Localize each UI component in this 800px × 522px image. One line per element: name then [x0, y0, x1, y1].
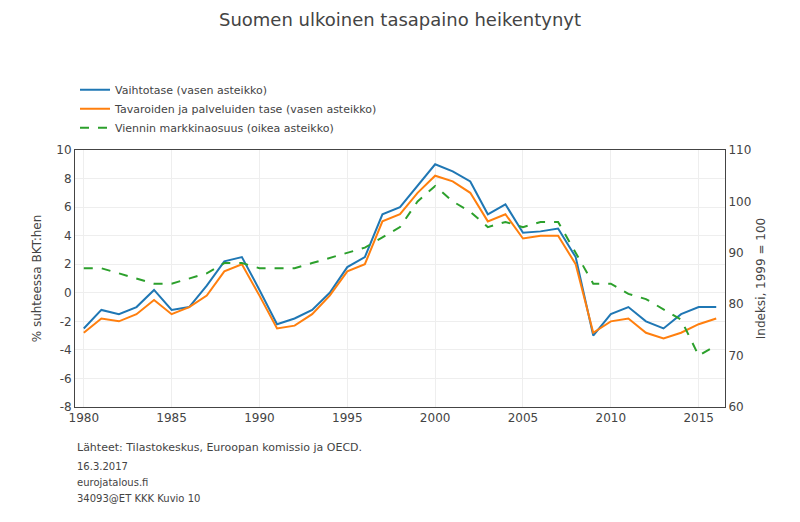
svg-text:-4: -4: [60, 343, 72, 357]
svg-text:34093@ET KKK Kuvio 10: 34093@ET KKK Kuvio 10: [77, 493, 200, 504]
svg-text:2010: 2010: [596, 411, 627, 425]
svg-text:2: 2: [64, 257, 72, 271]
svg-text:90: 90: [728, 246, 743, 260]
svg-text:Vaihtotase (vasen asteikko): Vaihtotase (vasen asteikko): [115, 84, 267, 97]
svg-text:110: 110: [728, 143, 751, 157]
svg-text:1995: 1995: [332, 411, 363, 425]
svg-text:2015: 2015: [683, 411, 714, 425]
svg-text:4: 4: [64, 229, 72, 243]
svg-text:0: 0: [64, 286, 72, 300]
svg-text:60: 60: [728, 400, 743, 414]
svg-text:Viennin markkinaosuus (oikea a: Viennin markkinaosuus (oikea asteikko): [115, 122, 334, 135]
svg-text:16.3.2017: 16.3.2017: [77, 461, 128, 472]
svg-text:1985: 1985: [156, 411, 187, 425]
svg-text:-8: -8: [60, 400, 72, 414]
svg-text:10: 10: [56, 143, 71, 157]
svg-text:Lähteet: Tilastokeskus, Euroop: Lähteet: Tilastokeskus, Euroopan komissi…: [77, 441, 362, 454]
svg-text:1990: 1990: [244, 411, 275, 425]
svg-text:6: 6: [64, 200, 72, 214]
svg-text:1980: 1980: [69, 411, 100, 425]
svg-text:Suomen ulkoinen tasapaino heik: Suomen ulkoinen tasapaino heikentynyt: [219, 9, 581, 30]
svg-text:80: 80: [728, 297, 743, 311]
svg-text:eurojatalous.fi: eurojatalous.fi: [77, 477, 148, 488]
svg-text:Tavaroiden ja palveluiden tase: Tavaroiden ja palveluiden tase (vasen as…: [114, 103, 376, 116]
svg-text:-2: -2: [60, 315, 72, 329]
svg-text:% suhteessa BKT:hen: % suhteessa BKT:hen: [30, 215, 44, 343]
svg-text:2005: 2005: [508, 411, 539, 425]
svg-text:100: 100: [728, 195, 751, 209]
svg-text:2000: 2000: [420, 411, 451, 425]
svg-text:70: 70: [728, 349, 743, 363]
svg-text:-6: -6: [60, 372, 72, 386]
svg-text:8: 8: [64, 172, 72, 186]
svg-text:Indeksi, 1999 = 100: Indeksi, 1999 = 100: [754, 218, 768, 339]
